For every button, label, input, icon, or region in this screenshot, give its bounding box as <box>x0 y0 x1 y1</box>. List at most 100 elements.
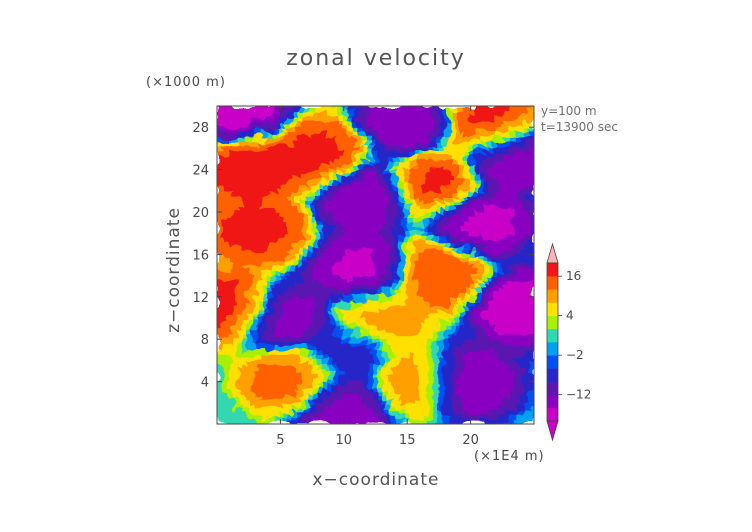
heatmap-cell <box>227 329 233 336</box>
heatmap-cell <box>307 299 314 306</box>
heatmap-cell <box>307 329 314 336</box>
heatmap-cell <box>383 170 389 177</box>
heatmap-cell <box>227 245 233 251</box>
heatmap-cell <box>247 294 253 301</box>
heatmap-cell <box>378 339 384 346</box>
heatmap-cell <box>247 240 253 246</box>
heatmap-cell <box>357 125 364 132</box>
heatmap-cell <box>227 180 233 187</box>
heatmap-cell <box>272 349 278 356</box>
heatmap-cell <box>443 140 450 147</box>
heatmap-cell <box>418 279 424 286</box>
heatmap-cell <box>458 190 465 197</box>
heatmap-cell <box>322 334 329 341</box>
heatmap-cell <box>443 210 450 216</box>
heatmap-cell <box>393 414 399 420</box>
heatmap-cell <box>267 354 273 361</box>
heatmap-cell <box>488 389 495 395</box>
heatmap-cell <box>222 299 228 306</box>
heatmap-cell <box>513 394 520 400</box>
heatmap-cell <box>322 339 329 346</box>
heatmap-cell <box>473 314 480 321</box>
heatmap-cell <box>252 110 258 117</box>
heatmap-cell <box>413 324 419 331</box>
heatmap-cell <box>337 369 344 375</box>
heatmap-cell <box>503 195 510 202</box>
heatmap-cell <box>372 150 379 157</box>
heatmap-cell <box>428 329 434 336</box>
heatmap-cell <box>232 319 238 326</box>
heatmap-cell <box>272 200 278 206</box>
heatmap-cell <box>287 399 294 405</box>
heatmap-cell <box>508 284 515 291</box>
heatmap-cell <box>262 125 268 132</box>
heatmap-cell <box>267 255 273 261</box>
heatmap-cell <box>493 384 500 390</box>
heatmap-cell <box>322 235 329 241</box>
heatmap-cell <box>312 106 319 112</box>
heatmap-cell <box>528 200 534 206</box>
heatmap-cell <box>448 210 455 216</box>
heatmap-cell <box>513 210 520 216</box>
heatmap-cell <box>312 329 319 336</box>
heatmap-cell <box>388 205 394 211</box>
heatmap-cell <box>307 284 314 291</box>
heatmap-cell <box>428 419 434 424</box>
heatmap-cell <box>312 210 319 216</box>
heatmap-cell <box>383 419 389 424</box>
heatmap-cell <box>453 110 460 117</box>
heatmap-cell <box>372 125 379 132</box>
heatmap-cell <box>367 289 374 296</box>
heatmap-cell <box>357 255 364 261</box>
heatmap-cell <box>393 269 399 276</box>
heatmap-cell <box>378 165 384 172</box>
heatmap-cell <box>262 260 268 266</box>
heatmap-cell <box>332 245 339 251</box>
heatmap-cell <box>503 106 510 112</box>
heatmap-cell <box>493 225 500 231</box>
heatmap-cell <box>272 279 278 286</box>
heatmap-cell <box>262 110 268 117</box>
heatmap-cell <box>498 329 505 336</box>
heatmap-cell <box>518 414 525 420</box>
heatmap-cell <box>403 289 409 296</box>
heatmap-cell <box>493 230 500 236</box>
heatmap-cell <box>292 279 299 286</box>
heatmap-cell <box>227 225 233 231</box>
heatmap-cell <box>408 240 414 246</box>
heatmap-cell <box>287 319 294 326</box>
heatmap-cell <box>317 200 324 206</box>
heatmap-cell <box>257 135 263 142</box>
colorbar-segment <box>547 381 558 395</box>
heatmap-cell <box>287 265 294 271</box>
heatmap-cell <box>493 364 500 370</box>
heatmap-cell <box>518 130 525 137</box>
heatmap-cell <box>362 185 369 192</box>
heatmap-cell <box>252 319 258 326</box>
heatmap-cell <box>352 180 359 187</box>
heatmap-cell <box>302 394 309 400</box>
heatmap-cell <box>292 265 299 271</box>
heatmap-cell <box>347 409 354 415</box>
heatmap-cell <box>518 274 525 281</box>
heatmap-cell <box>352 155 359 162</box>
heatmap-cell <box>307 294 314 301</box>
heatmap-cell <box>267 379 273 385</box>
heatmap-cell <box>302 289 309 296</box>
heatmap-cell <box>498 334 505 341</box>
heatmap-cell <box>398 404 404 410</box>
heatmap-cell <box>393 334 399 341</box>
heatmap-cell <box>357 260 364 266</box>
heatmap-cell <box>277 334 284 341</box>
heatmap-cell <box>262 379 268 385</box>
heatmap-cell <box>277 165 284 172</box>
heatmap-cell <box>282 230 289 236</box>
heatmap-cell <box>317 255 324 261</box>
heatmap-cell <box>232 374 238 380</box>
heatmap-cell <box>428 284 434 291</box>
heatmap-cell <box>428 210 434 216</box>
heatmap-cell <box>493 195 500 202</box>
heatmap-cell <box>398 225 404 231</box>
heatmap-cell <box>352 294 359 301</box>
heatmap-cell <box>282 339 289 346</box>
